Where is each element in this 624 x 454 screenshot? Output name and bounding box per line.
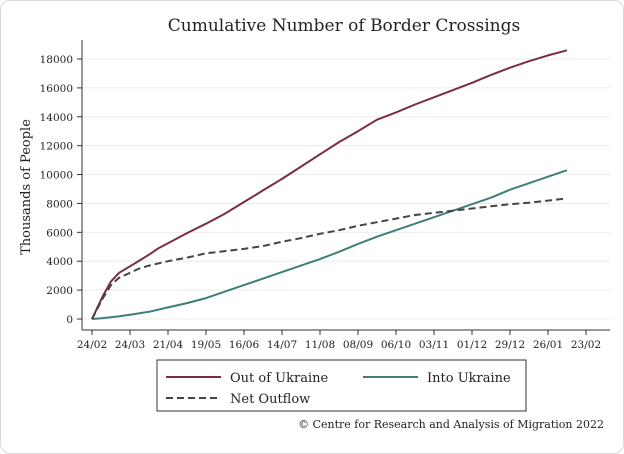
credit-text: © Centre for Research and Analysis of Mi… [298,418,604,431]
series-line-out-of-ukraine [91,49,568,320]
x-tick-label: 06/10 [381,339,411,351]
y-tick-label: 10000 [40,170,73,182]
x-tick-label: 29/12 [495,339,525,351]
x-tick-label: 11/08 [305,339,335,351]
x-tick-label: 14/07 [267,339,297,351]
series-group [91,49,568,320]
y-tick-label: 16000 [40,83,73,95]
legend-label-out-of-ukraine: Out of Ukraine [230,371,328,386]
y-tick-label: 14000 [40,112,73,124]
legend-label-net-outflow: Net Outflow [230,392,310,407]
x-axis: 24/02 24/03 21/04 19/05 16/06 14/07 11/08 08/09… [77,330,601,351]
series-line-net-outflow [91,197,568,320]
y-tick-label: 6000 [46,227,73,239]
x-tick-label: 26/01 [533,339,563,351]
y-tick-label: 18000 [40,54,73,66]
y-tick-label: 12000 [40,141,73,153]
x-tick-label: 21/04 [153,339,184,351]
y-tick-label: 4000 [46,256,73,268]
x-tick-label: 23/02 [571,339,601,351]
y-axis: 0 2000 4000 6000 8000 10000 12000 14000 16000 180… [40,54,610,326]
series-line-into-ukraine [91,169,568,320]
y-axis-label: Thousands of People [19,119,34,255]
x-tick-label: 16/06 [229,339,260,351]
x-tick-label: 24/02 [77,339,107,351]
x-tick-label: 08/09 [343,339,373,351]
chart-title: Cumulative Number of Border Crossings [168,16,520,36]
legend-label-into-ukraine: Into Ukraine [427,371,511,386]
x-tick-label: 01/12 [457,339,487,351]
x-tick-label: 19/05 [191,339,221,351]
x-tick-label: 03/11 [419,339,449,351]
x-tick-label: 24/03 [115,339,145,351]
legend-box [156,359,527,412]
y-tick-label: 2000 [46,285,73,297]
y-tick-label: 8000 [46,198,73,210]
y-tick-label: 0 [66,314,73,326]
